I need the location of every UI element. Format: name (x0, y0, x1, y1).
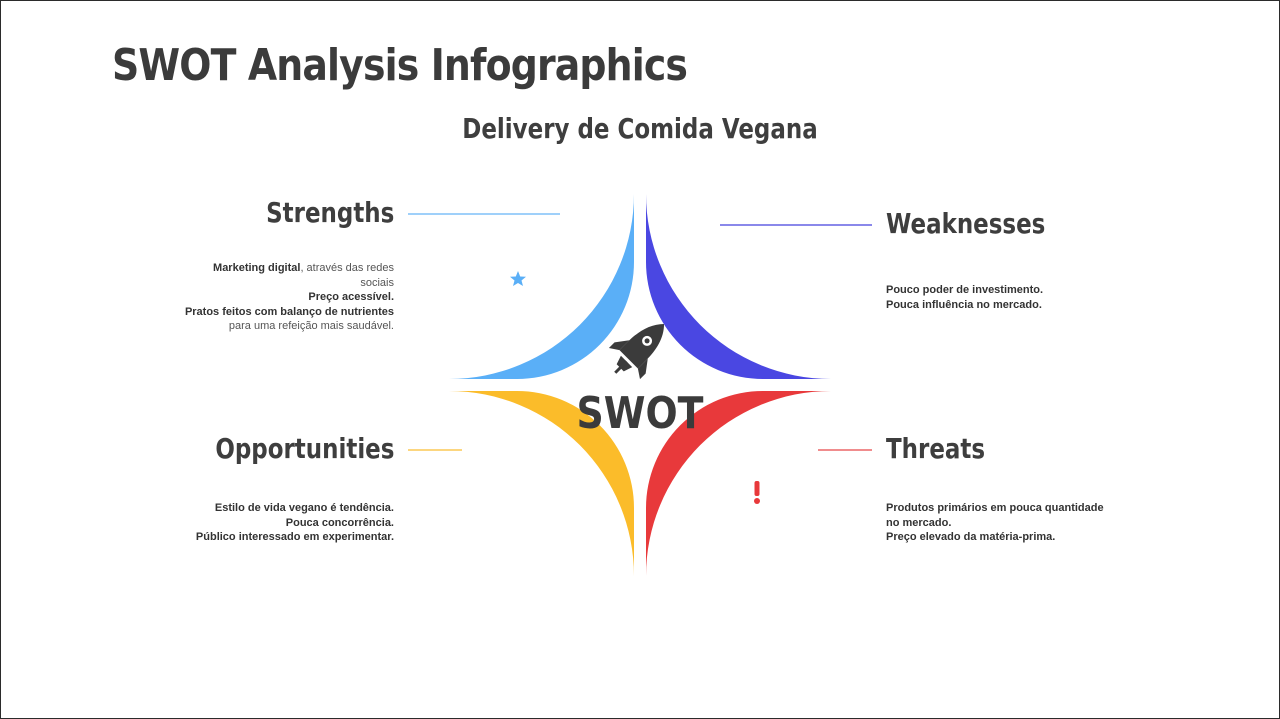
weaknesses-description: Pouco poder de investimento. Pouca influ… (886, 283, 1043, 312)
threats-line: no mercado. (886, 516, 952, 529)
weaknesses-line: Pouca influência no mercado. (886, 298, 1042, 311)
opportunities-heading: Opportunities (214, 432, 394, 465)
strengths-line: Marketing digital, através das redes (213, 262, 394, 274)
threats-segment (646, 391, 831, 576)
threats-line: Produtos primários em pouca quantidade (886, 502, 1104, 514)
opportunities-description: Estilo de vida vegano é tendência. Pouca… (196, 501, 394, 545)
weaknesses-line: Pouco poder de investimento. (886, 284, 1044, 296)
target-icon (498, 469, 539, 510)
opportunities-line: Estilo de vida vegano é tendência. (214, 502, 394, 514)
strengths-segment (449, 194, 634, 379)
strengths-line: para uma refeição mais saudável. (228, 320, 394, 332)
strengths-description: Marketing digital, através das redes soc… (185, 261, 394, 334)
subtitle: Delivery de Comida Vegana (462, 112, 818, 145)
threats-line: Preço elevado da matéria-prima. (886, 531, 1056, 543)
weaknesses-segment (646, 194, 831, 379)
threats-heading: Threats (886, 432, 986, 465)
weaknesses-heading: Weaknesses (886, 207, 1046, 240)
strengths-line: Preço acessível. (308, 291, 394, 303)
center-swot-label: SWOT (576, 388, 704, 439)
strengths-line: Pratos feitos com balanço de nutrientes (184, 305, 394, 318)
thumbs-down-icon (735, 264, 778, 307)
page-title: SWOT Analysis Infographics (112, 40, 688, 91)
opportunities-line: Público interessado em experimentar. (195, 531, 394, 543)
warning-icon (735, 469, 779, 509)
strengths-line: sociais (360, 276, 394, 289)
strengths-heading: Strengths (265, 196, 394, 229)
trophy-icon (496, 267, 540, 305)
rocket-icon (608, 323, 665, 380)
opportunities-line: Pouca concorrência. (285, 516, 394, 529)
threats-description: Produtos primários em pouca quantidade n… (886, 501, 1104, 545)
opportunities-segment (449, 391, 634, 576)
